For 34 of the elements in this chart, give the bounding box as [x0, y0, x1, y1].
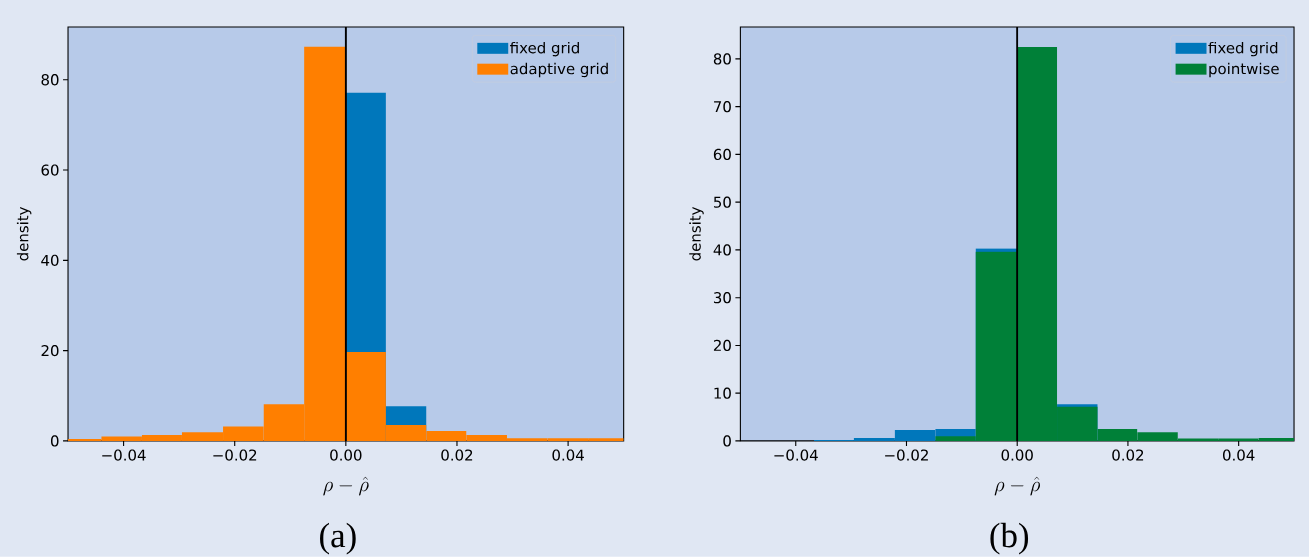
y-tick-label: 30 [713, 292, 731, 304]
text: (a) [320, 523, 356, 555]
legend-label: fixed grid [510, 42, 579, 57]
y-tick-label: 20 [713, 339, 731, 352]
y-tick-label: 0 [50, 435, 59, 447]
y-tick-label: 60 [41, 164, 59, 176]
y-tick-label: 10 [714, 387, 731, 400]
legend-label: pointwise [1209, 62, 1279, 78]
x-tick-label: −0.02 [213, 449, 257, 461]
y-tick-label: 40 [713, 244, 731, 256]
y-tick-label: 80 [713, 53, 731, 65]
y-tick-label: 50 [713, 196, 731, 209]
x-tick-label: 0.04 [1222, 449, 1255, 461]
y-tick-label: 20 [41, 345, 59, 357]
legend-label: adaptive grid [510, 62, 608, 78]
y-axis-title: density [689, 207, 704, 261]
x-axis-title: $\rho - \hat{\rho}$ [323, 476, 369, 496]
y-tick-label: 80 [41, 74, 59, 86]
y-tick-label: 40 [41, 254, 59, 267]
text: (b) [990, 523, 1029, 555]
x-tick-label: 0.02 [441, 449, 473, 461]
x-tick-label: −0.04 [102, 449, 146, 461]
y-axis-title: density [16, 207, 32, 261]
x-tick-label: 0.04 [552, 449, 584, 461]
y-tick-label: 0 [723, 435, 731, 447]
y-tick-label: 60 [713, 148, 731, 161]
x-tick-label: −0.02 [885, 449, 928, 461]
y-tick-label: 70 [714, 101, 731, 113]
x-tick-label: 0.00 [330, 449, 362, 461]
x-axis-title: $\rho - \hat{\rho}$ [994, 476, 1040, 496]
x-tick-label: 0.02 [1112, 449, 1144, 461]
legend-label: fixed grid [1208, 42, 1278, 57]
x-tick-label: 0.00 [1001, 449, 1033, 461]
x-tick-label: −0.04 [774, 449, 818, 461]
